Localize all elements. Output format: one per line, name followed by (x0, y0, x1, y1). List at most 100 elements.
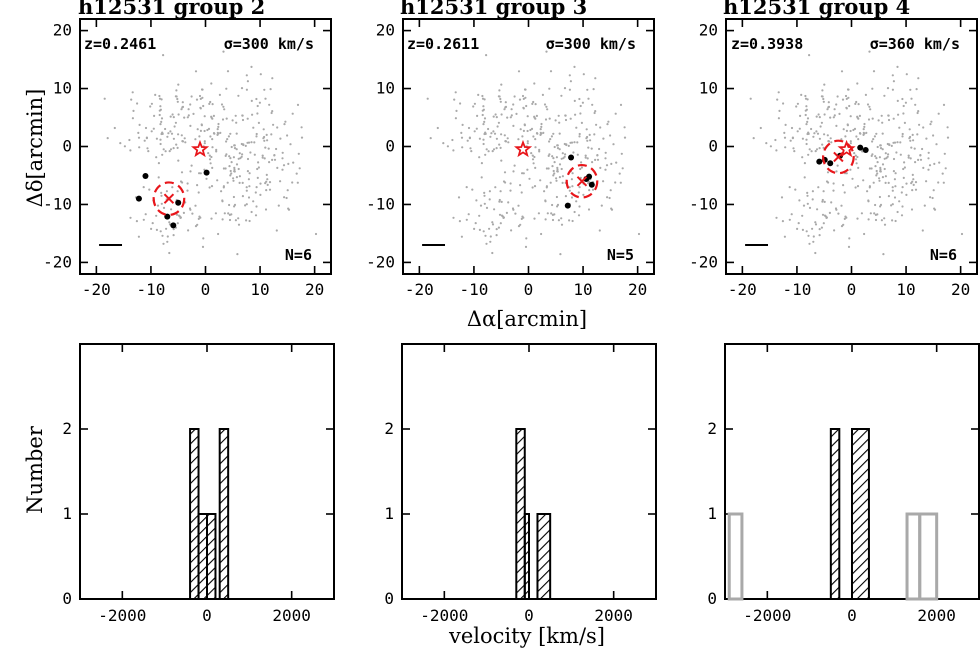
background-galaxy-point (532, 135, 535, 138)
background-galaxy-point (257, 166, 260, 169)
grey-histogram-bar (727, 512, 744, 601)
background-galaxy-point (528, 177, 531, 180)
background-galaxy-point (902, 104, 905, 108)
background-galaxy-point (537, 212, 541, 215)
background-galaxy-point (255, 205, 258, 208)
background-galaxy-point (847, 88, 850, 91)
background-galaxy-point (211, 138, 214, 141)
bcg-star-marker (837, 139, 856, 158)
background-galaxy-point (201, 88, 204, 91)
background-galaxy-point (880, 219, 884, 222)
background-galaxy-point (491, 221, 494, 224)
background-galaxy-point (942, 181, 945, 184)
background-galaxy-point (593, 111, 596, 115)
background-galaxy-point (268, 161, 271, 164)
background-galaxy-point (894, 185, 897, 188)
background-galaxy-point (845, 172, 848, 175)
background-galaxy-point (166, 235, 169, 238)
background-galaxy-point (222, 167, 225, 170)
background-galaxy-point (564, 195, 568, 198)
background-galaxy-point (506, 116, 509, 119)
background-galaxy-point (818, 116, 821, 119)
background-galaxy-point (855, 135, 858, 138)
background-galaxy-point (250, 210, 253, 214)
background-galaxy-point (552, 157, 555, 160)
background-galaxy-point (460, 235, 463, 238)
background-galaxy-point (265, 133, 268, 136)
background-galaxy-point (275, 147, 278, 151)
background-galaxy-point (499, 222, 502, 225)
background-galaxy-point (235, 176, 238, 179)
background-galaxy-point (506, 137, 509, 140)
background-galaxy-point (815, 115, 818, 118)
background-galaxy-point (876, 161, 879, 164)
background-galaxy-point (168, 251, 171, 255)
background-galaxy-point (891, 189, 894, 192)
background-galaxy-point (879, 144, 882, 147)
background-galaxy-point (522, 106, 525, 109)
background-galaxy-point (925, 137, 928, 140)
background-galaxy-point (190, 164, 193, 167)
background-galaxy-point (581, 101, 585, 104)
background-galaxy-point (194, 225, 198, 228)
background-galaxy-point (884, 181, 887, 184)
background-galaxy-point (822, 100, 825, 103)
background-galaxy-point (155, 156, 158, 159)
y-tick-label: -10 (366, 194, 395, 213)
histogram-bar (206, 513, 217, 600)
background-galaxy-point (200, 124, 203, 127)
background-galaxy-point (798, 127, 801, 130)
background-galaxy-point (815, 130, 818, 133)
background-galaxy-point (529, 128, 532, 132)
background-galaxy-point (467, 126, 471, 130)
background-galaxy-point (822, 97, 825, 101)
background-galaxy-point (248, 172, 251, 175)
background-galaxy-point (475, 199, 478, 202)
background-galaxy-point (495, 137, 498, 140)
background-galaxy-point (491, 223, 495, 226)
background-galaxy-point (594, 77, 597, 80)
grey-histogram-bar (905, 512, 922, 601)
background-galaxy-point (891, 219, 894, 222)
background-galaxy-point (175, 213, 179, 216)
background-galaxy-point (960, 232, 964, 236)
background-galaxy-point (259, 182, 262, 185)
background-galaxy-point (868, 186, 871, 189)
background-galaxy-point (600, 204, 603, 207)
background-galaxy-point (823, 214, 827, 217)
background-galaxy-point (921, 147, 924, 151)
background-galaxy-point (891, 88, 895, 91)
background-galaxy-point (484, 153, 487, 156)
background-galaxy-point (783, 235, 787, 238)
background-galaxy-point (856, 217, 859, 220)
background-galaxy-point (250, 141, 253, 144)
background-galaxy-point (606, 196, 609, 199)
background-galaxy-point (860, 212, 864, 215)
background-galaxy-point (776, 98, 779, 101)
background-galaxy-point (149, 105, 152, 108)
background-galaxy-point (872, 181, 875, 184)
background-galaxy-point (834, 207, 838, 210)
background-galaxy-point (300, 126, 303, 129)
background-galaxy-point (160, 191, 163, 194)
background-galaxy-point (853, 127, 857, 130)
background-galaxy-point (594, 110, 597, 113)
background-galaxy-point (821, 198, 824, 202)
background-galaxy-point (235, 121, 238, 124)
background-galaxy-point (521, 135, 524, 138)
background-galaxy-point (568, 219, 571, 222)
background-galaxy-point (878, 195, 882, 199)
background-galaxy-point (188, 207, 192, 210)
background-galaxy-point (232, 179, 235, 182)
background-galaxy-point (264, 146, 267, 149)
background-galaxy-point (151, 222, 154, 225)
background-galaxy-point (605, 164, 609, 167)
background-galaxy-point (900, 191, 903, 194)
background-galaxy-point (560, 217, 563, 220)
background-galaxy-point (131, 91, 134, 94)
background-galaxy-point (138, 146, 141, 149)
sky-plot-area: -20 -10 0 10 20 -20 -10 0 10 20 (43, 18, 332, 299)
background-galaxy-point (177, 159, 180, 162)
background-galaxy-point (106, 137, 109, 140)
background-galaxy-point (815, 148, 819, 151)
